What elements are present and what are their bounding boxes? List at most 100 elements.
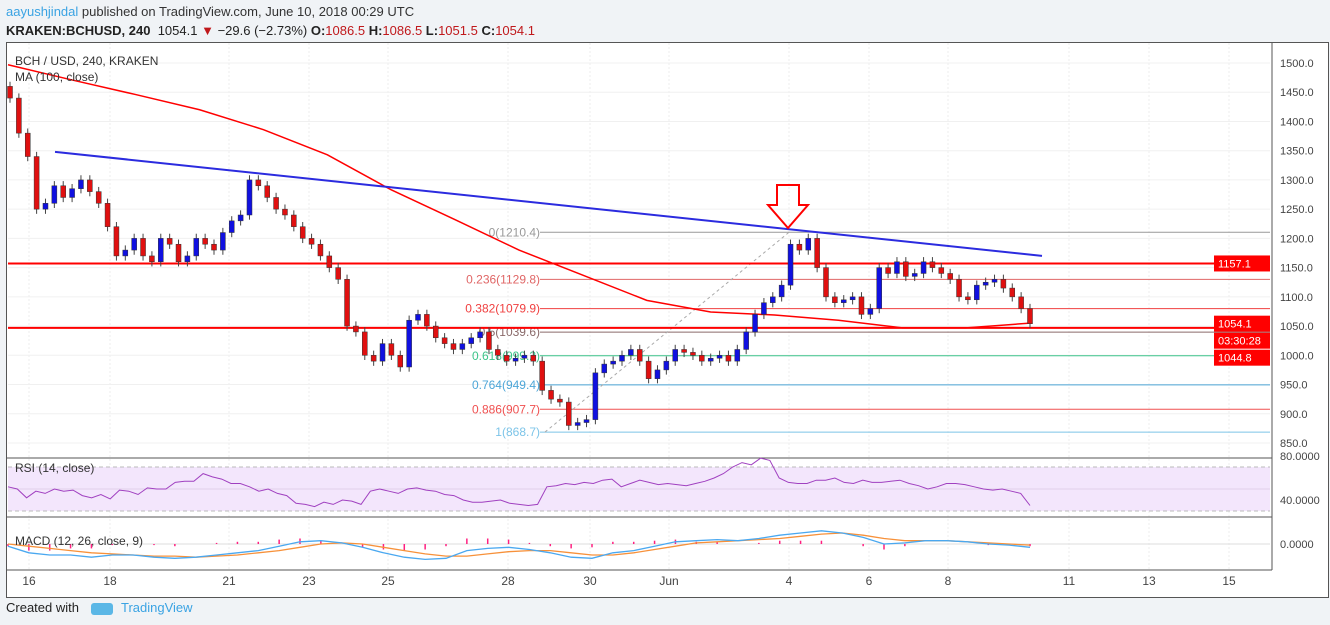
candle-bear <box>432 325 439 339</box>
candle-bull <box>849 296 856 301</box>
price-tag <box>1214 349 1270 366</box>
candle-bear <box>566 401 572 426</box>
candle-bull <box>601 363 608 374</box>
price-tick-label: 1100.0 <box>1280 292 1313 304</box>
last-price: 1054.1 <box>157 23 198 38</box>
candle-bear <box>486 331 492 350</box>
candle-bull <box>743 331 749 350</box>
candle-bear <box>539 360 545 391</box>
candle-bear <box>823 267 829 298</box>
candle-bull <box>840 299 847 303</box>
open-label: O: <box>310 23 326 38</box>
candle-bull <box>982 281 989 286</box>
rsi-tick-label: 80.0000 <box>1280 451 1320 463</box>
candle-bear <box>95 191 102 204</box>
candle-bull <box>672 349 678 362</box>
candle-bull <box>459 343 466 350</box>
price-tick-label: 950.0 <box>1280 380 1308 392</box>
x-tick-label: 30 <box>583 574 597 588</box>
candle-bear <box>725 355 732 362</box>
candle-bull <box>663 360 670 371</box>
candle-bear <box>299 226 306 239</box>
candle-bull <box>246 179 253 216</box>
fib-level-label: 0.764(949.4) <box>472 378 540 392</box>
x-tick-label: 13 <box>1142 574 1156 588</box>
x-tick-label: 21 <box>222 574 236 588</box>
candle-bull <box>78 179 84 189</box>
publish-info: aayushjindal published on TradingView.co… <box>6 4 414 19</box>
candle-bear <box>548 390 554 400</box>
candle-bull <box>707 357 714 362</box>
candle-bear <box>308 238 315 245</box>
fib-level-label: 0.236(1129.8) <box>466 272 540 286</box>
macd-tick-label: 0.0000 <box>1280 539 1314 551</box>
symbol-info: KRAKEN:BCHUSD, 240 1054.1 ▼ −29.6 (−2.73… <box>6 23 535 38</box>
candle-bear <box>175 243 182 263</box>
change: −29.6 (−2.73%) <box>217 23 308 38</box>
fib-trend-line <box>544 231 790 433</box>
low-value: 1051.5 <box>438 23 478 38</box>
candle-bull <box>752 314 758 333</box>
candle-bear <box>796 243 803 251</box>
tradingview-link[interactable]: TradingView <box>120 600 193 615</box>
candle-bear <box>202 238 208 245</box>
candle-bear <box>450 343 457 350</box>
x-tick-label: 8 <box>945 574 952 588</box>
x-tick-label: 6 <box>866 574 873 588</box>
candle-bear <box>326 255 333 268</box>
candle-bull <box>911 273 918 277</box>
candle-bull <box>610 360 616 365</box>
candle-bear <box>33 156 40 210</box>
price-tag <box>1214 255 1270 272</box>
price-tick-label: 1050.0 <box>1280 321 1314 333</box>
macd-signal-line <box>7 532 1031 558</box>
price-chart[interactable]: 16 18 21 23 25 28 30 Jun 4 6 8 11 13 15 1500.0 1450.0 14… <box>0 0 1330 600</box>
candle-bear <box>362 331 368 356</box>
candle-bear <box>397 355 404 368</box>
fib-level-label: 0(1210.4) <box>489 225 540 239</box>
symbol: KRAKEN:BCHUSD, 240 <box>6 23 151 38</box>
candle-bear <box>1009 287 1016 298</box>
candle-bear <box>929 261 936 268</box>
candle-bear <box>1018 296 1024 309</box>
candle-bull <box>974 284 980 301</box>
fib-level-label: 0.886(907.7) <box>472 402 540 416</box>
candle-bull <box>468 337 474 344</box>
price-tag-label: 1044.8 <box>1218 353 1252 365</box>
candle-bear <box>681 349 687 353</box>
candle-bear <box>344 279 350 327</box>
x-tick-label: 11 <box>1063 574 1076 588</box>
candle-bear <box>140 238 146 257</box>
price-tick-label: 900.0 <box>1280 409 1308 421</box>
ma100-line <box>7 64 1031 329</box>
price-tick-label: 850.0 <box>1280 438 1308 450</box>
candle-bull <box>583 419 590 423</box>
candle-bear <box>1000 279 1007 289</box>
candle-bear <box>211 243 217 251</box>
candle-bear <box>16 97 22 134</box>
candle-bull <box>574 422 581 426</box>
x-tick-label: 16 <box>22 574 36 588</box>
candle-bear <box>370 355 377 362</box>
candle-bear <box>149 255 155 263</box>
candle-bear <box>104 203 111 227</box>
high-label: H: <box>368 23 383 38</box>
candle-bear <box>530 355 537 362</box>
author-link[interactable]: aayushjindal <box>6 4 79 19</box>
open-value: 1086.5 <box>325 23 366 38</box>
candle-bull <box>193 238 200 257</box>
candle-bull <box>787 243 794 286</box>
down-arrow-icon: ▼ <box>201 23 214 38</box>
macd-legend: MACD (12, 26, close, 9) <box>15 534 143 548</box>
down-arrow-annotation-icon <box>765 184 811 230</box>
candle-bear <box>699 355 705 362</box>
x-tick-label: 28 <box>501 574 515 588</box>
candle-bull <box>770 296 776 303</box>
candle-bear <box>690 352 696 356</box>
candle-bull <box>867 308 874 315</box>
tradingview-logo-icon <box>90 602 113 615</box>
candle-bear <box>255 179 262 187</box>
price-tag <box>1214 332 1270 349</box>
ma-legend: MA (100, close) <box>15 70 98 84</box>
candle-bull <box>379 343 386 362</box>
